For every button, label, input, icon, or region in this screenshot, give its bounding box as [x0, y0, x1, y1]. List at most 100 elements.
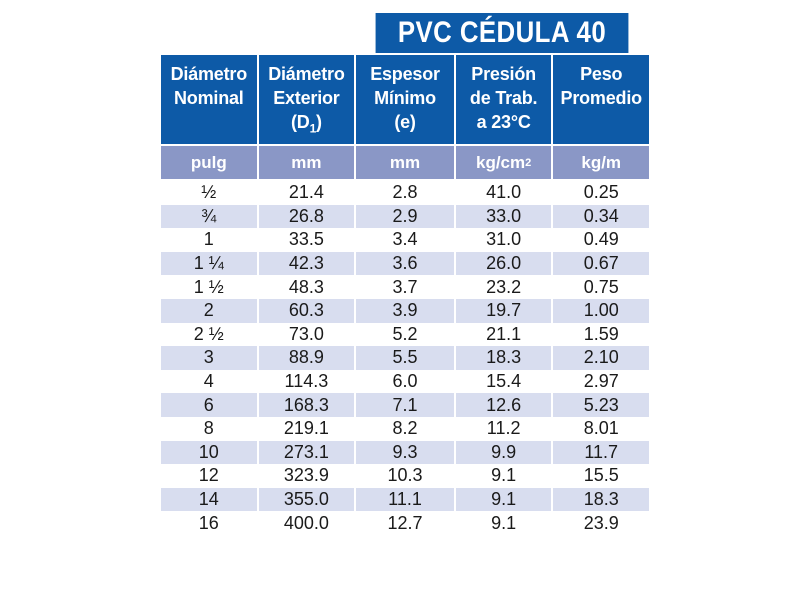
- table-cell: 3.9: [356, 298, 454, 323]
- unit-cell: kg/m: [553, 146, 650, 179]
- header-espesor-minimo: Espesor Mínimo (e): [356, 55, 454, 144]
- table-cell: 6.0: [392, 371, 418, 392]
- table-cell: 0.25: [583, 182, 619, 203]
- header-line: de Trab.: [469, 88, 538, 108]
- table-cell: 10.3: [387, 465, 423, 486]
- header-line: Exterior: [273, 88, 340, 108]
- table-cell: 3.7: [392, 276, 418, 297]
- table-cell: 48.3: [288, 276, 324, 297]
- header-line: Mínimo: [374, 88, 436, 108]
- table-cell: 42.3: [258, 251, 355, 276]
- table-cell: 1.00: [553, 298, 650, 323]
- table-cell: 18.3: [455, 346, 552, 370]
- table-cell: 88.9: [258, 346, 355, 370]
- title-row: PVC CÉDULA 40: [161, 13, 649, 53]
- table-row: ½ 21.4 2.8 41.0 0.25: [161, 181, 649, 205]
- table-cell: 2 ½: [193, 323, 224, 344]
- table-cell: 33.5: [288, 229, 324, 250]
- header-line: (e): [394, 112, 416, 132]
- pvc-spec-table: PVC CÉDULA 40 Diámetro Nominal Diámetro …: [161, 13, 650, 535]
- header-presion-trabajo: Presión de Trab. a 23°C: [455, 55, 552, 144]
- header-text: (D: [290, 112, 310, 132]
- table-cell: 9.1: [491, 465, 517, 486]
- table-cell: 8.2: [392, 418, 418, 439]
- table-cell: 5.2: [392, 323, 418, 344]
- table-cell: 0.49: [583, 229, 619, 250]
- table-row: 10 273.1 9.3 9.9 11.7: [161, 440, 650, 465]
- table-cell: 2: [161, 298, 257, 323]
- table-row: 3 88.9 5.5 18.3 2.10: [161, 346, 650, 370]
- table-cell: 33.0: [455, 204, 552, 229]
- header-text: ): [316, 112, 322, 132]
- table-row: 1 ½ 48.3 3.7 23.2 0.75: [161, 275, 649, 299]
- table-row: 2 ½ 73.0 5.2 21.1 1.59: [161, 323, 649, 347]
- table-cell: 2.10: [553, 346, 650, 370]
- table-cell: 273.1: [258, 440, 355, 465]
- header-line: Promedio: [560, 88, 643, 108]
- table-cell: 3.4: [392, 229, 418, 250]
- table-cell: 41.0: [486, 182, 522, 203]
- table-cell: 1: [203, 229, 214, 250]
- table-cell: 1 ½: [193, 276, 224, 297]
- table-cell: 3: [161, 346, 257, 370]
- table-cell: 8.01: [583, 418, 619, 439]
- table-cell: 1 ¼: [161, 251, 257, 276]
- table-cell: 114.3: [284, 371, 329, 392]
- table-cell: 26.0: [455, 251, 552, 276]
- table-cell: 9.9: [455, 440, 552, 465]
- table-cell: 0.75: [583, 276, 619, 297]
- table-row: 6 168.3 7.1 12.6 5.23: [161, 393, 650, 417]
- header-line: Diámetro: [268, 64, 345, 84]
- title-spacer: [161, 13, 355, 53]
- table-cell: 23.9: [583, 512, 619, 533]
- table-cell: 16: [198, 512, 219, 533]
- table-cell: 2.8: [392, 182, 418, 203]
- header-line: Presión: [471, 64, 536, 84]
- table-cell: 168.3: [258, 393, 355, 417]
- table-cell: 9.1: [491, 512, 517, 533]
- table-row: ¾ 26.8 2.9 33.0 0.34: [161, 204, 650, 229]
- header-row: Diámetro Nominal Diámetro Exterior (D1) …: [161, 55, 650, 144]
- table-cell: 1.59: [583, 323, 619, 344]
- table-row: 12 323.9 10.3 9.1 15.5: [161, 464, 649, 488]
- table-cell: 8: [203, 418, 214, 439]
- header-peso-promedio: Peso Promedio: [553, 55, 650, 144]
- table-cell: 11.7: [553, 440, 650, 465]
- table-cell: 7.1: [356, 393, 454, 417]
- header-diametro-nominal: Diámetro Nominal: [161, 55, 257, 144]
- unit-cell: pulg: [161, 146, 257, 179]
- table-cell: 15.5: [583, 465, 619, 486]
- header-line: Nominal: [174, 88, 244, 108]
- table-cell: 5.23: [553, 393, 650, 417]
- table-cell: 400.0: [283, 512, 329, 533]
- unit-cell: kg/cm 2: [455, 146, 552, 179]
- header-subscript: 1: [309, 121, 317, 136]
- unit-text: kg/cm: [475, 152, 526, 172]
- table-cell: 9.1: [455, 487, 552, 512]
- table-cell: 10: [161, 440, 257, 465]
- units-row: pulg mm mm kg/cm 2 kg/m: [161, 146, 650, 179]
- header-line: (D1): [259, 110, 355, 136]
- header-line: a 23°C: [476, 112, 531, 132]
- table-cell: 2.9: [356, 204, 454, 229]
- table-cell: 21.4: [288, 182, 324, 203]
- table-cell: 0.67: [553, 251, 650, 276]
- table-cell: 73.0: [288, 323, 324, 344]
- table-cell: 15.4: [486, 371, 522, 392]
- table-row: 14 355.0 11.1 9.1 18.3: [161, 487, 650, 512]
- table-cell: 11.2: [486, 418, 521, 439]
- table-cell: 12.6: [455, 393, 552, 417]
- table-cell: 23.2: [486, 276, 522, 297]
- table-cell: 12: [198, 465, 219, 486]
- table-cell: ¾: [161, 204, 257, 229]
- table-cell: 323.9: [283, 465, 329, 486]
- table-row: 16 400.0 12.7 9.1 23.9: [161, 511, 649, 535]
- table-row: 2 60.3 3.9 19.7 1.00: [161, 298, 650, 323]
- unit-cell: mm: [258, 146, 355, 179]
- table-cell: 18.3: [553, 487, 650, 512]
- table-cell: 9.3: [356, 440, 454, 465]
- table-cell: 6: [161, 393, 257, 417]
- table-row: 4 114.3 6.0 15.4 2.97: [161, 370, 649, 394]
- table-cell: 2.97: [583, 371, 619, 392]
- table-row: 8 219.1 8.2 11.2 8.01: [161, 417, 649, 441]
